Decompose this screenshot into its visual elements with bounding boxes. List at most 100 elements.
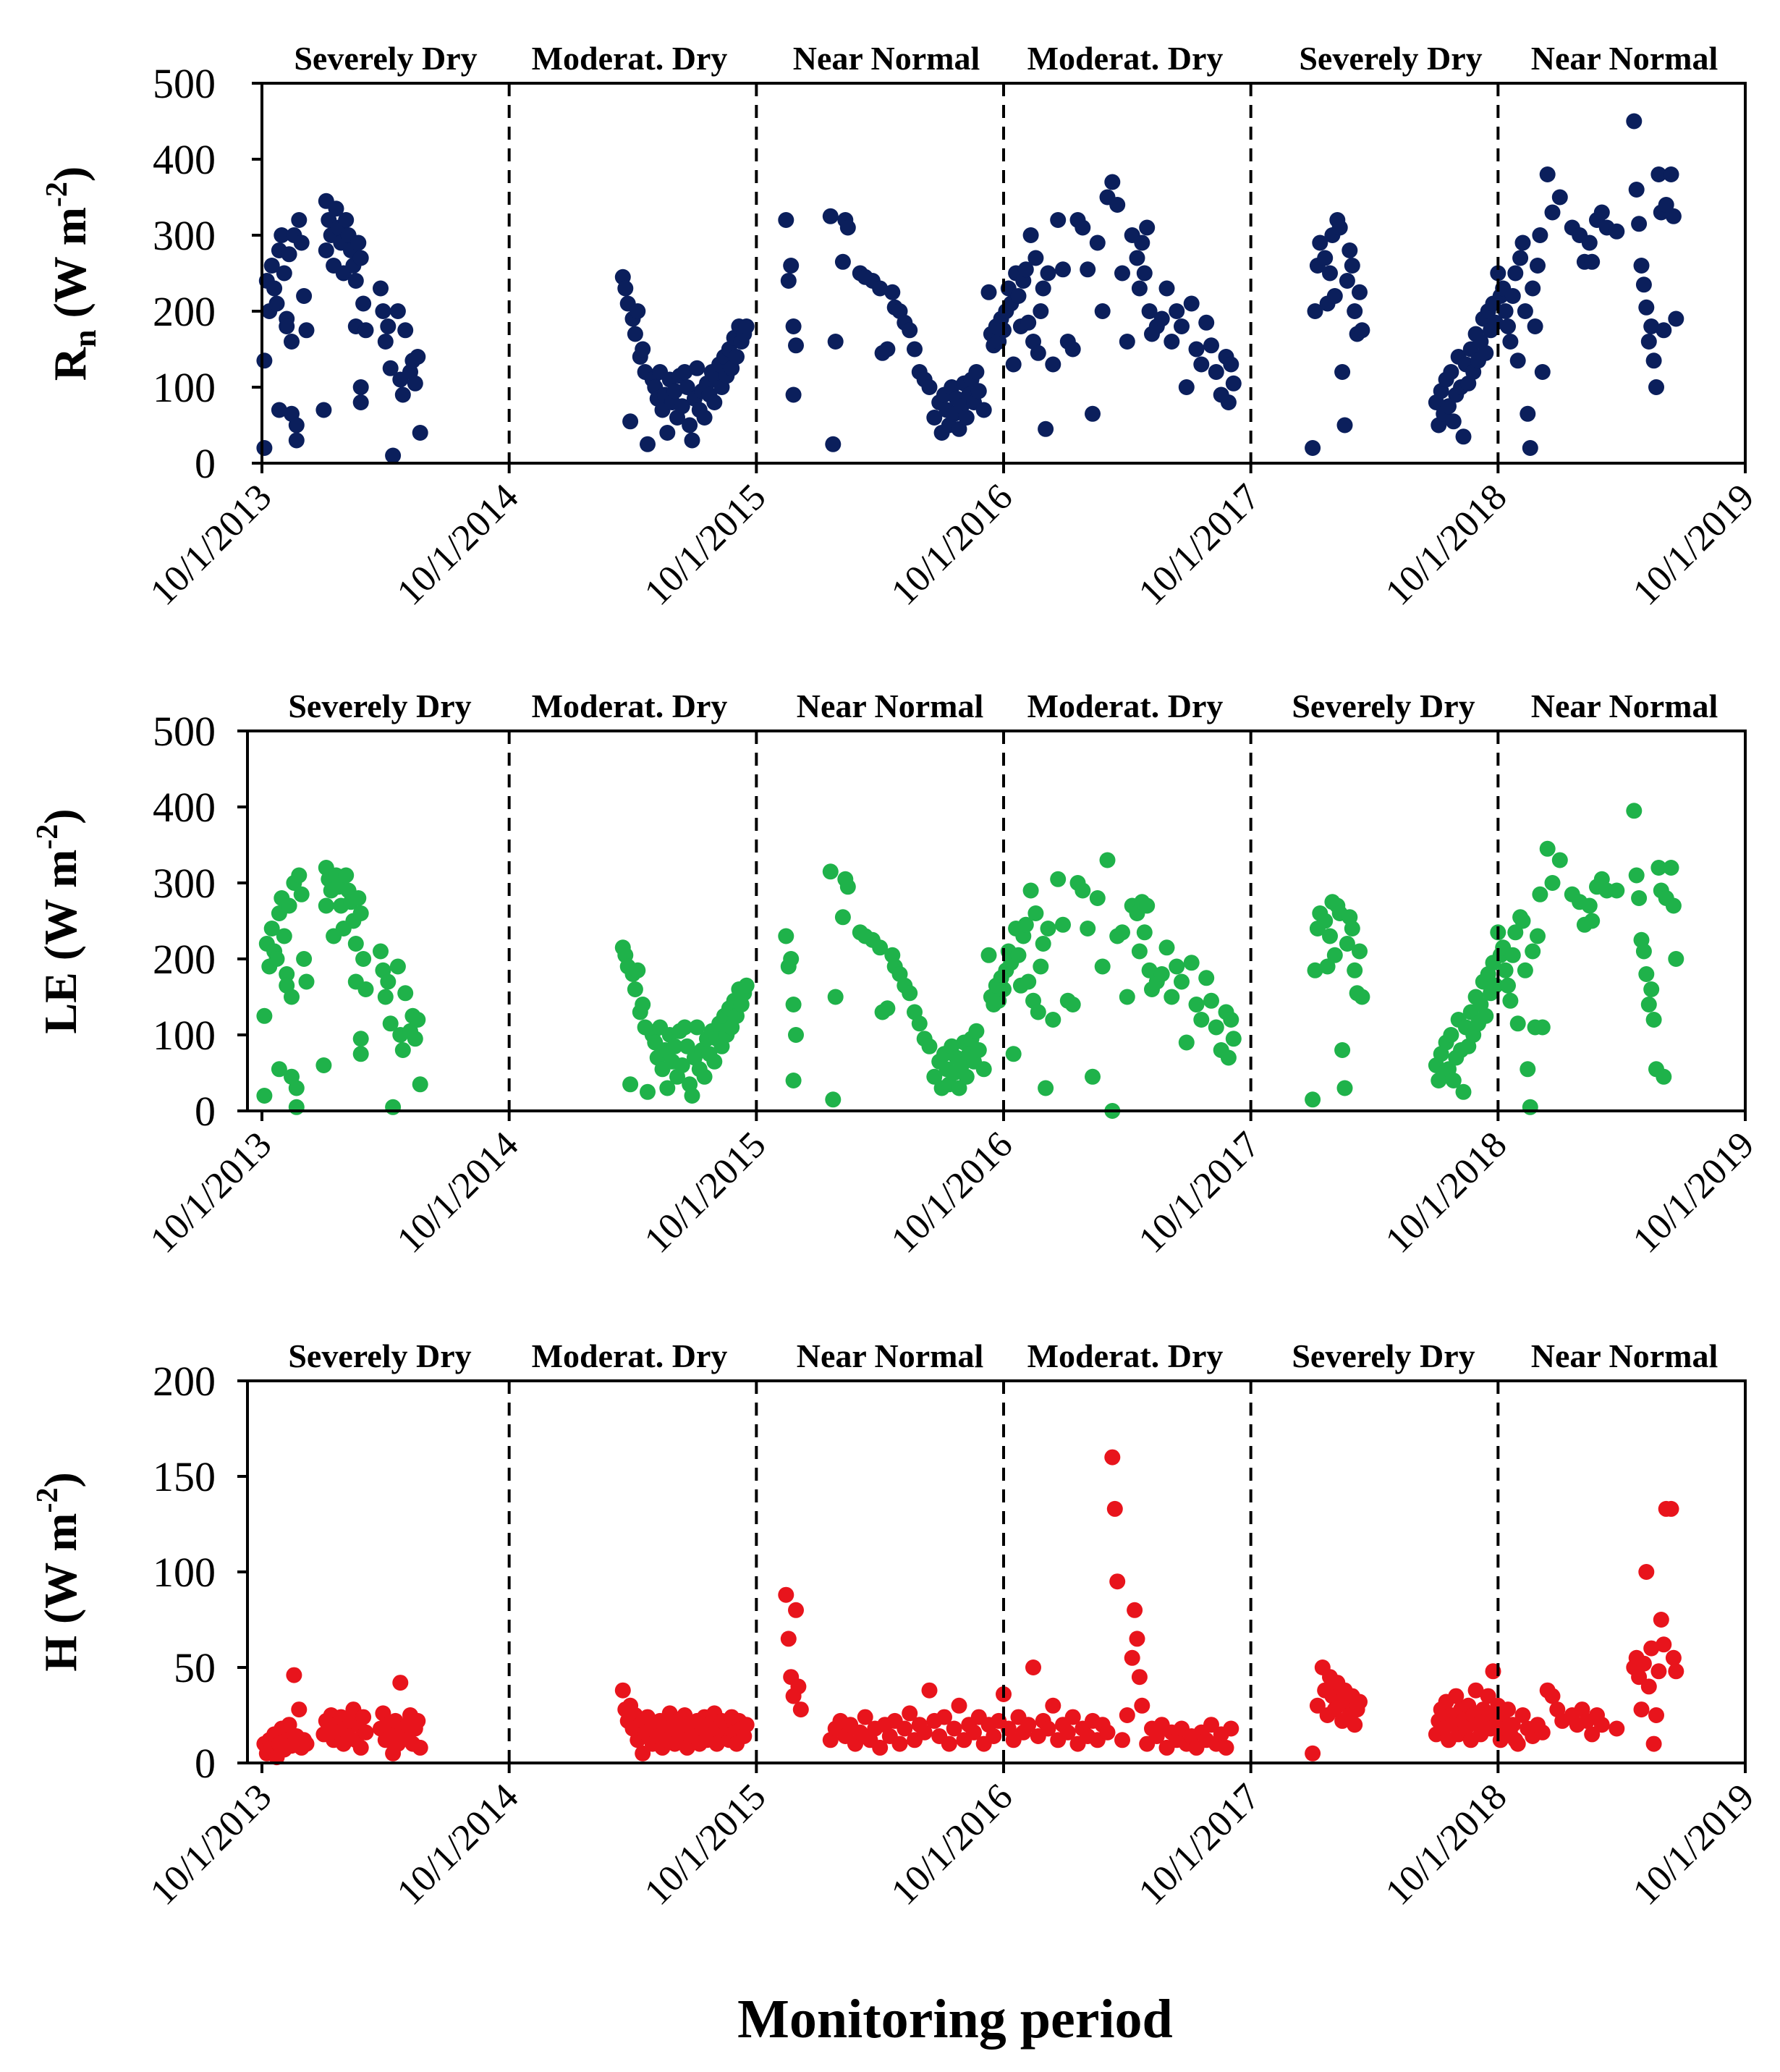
le-data-point <box>298 973 315 990</box>
rn-data-point <box>1490 265 1506 282</box>
rn-data-point <box>696 410 713 426</box>
rn-data-point <box>1075 219 1091 236</box>
rn-y-tick-label: 400 <box>153 136 216 183</box>
h-data-point <box>1638 1564 1655 1580</box>
le-data-point <box>412 1076 428 1093</box>
h-period-label: Severely Dry <box>1292 1337 1475 1374</box>
le-data-point <box>879 1000 896 1017</box>
le-data-point <box>1094 958 1111 975</box>
rn-y-tick-label: 200 <box>153 288 216 335</box>
le-y-label-close: ) <box>35 808 86 824</box>
rn-data-point <box>268 295 285 312</box>
le-y-label-unit: (W m <box>35 850 86 972</box>
h-data-point <box>1109 1573 1126 1590</box>
rn-data-point <box>1645 352 1662 369</box>
rn-data-point <box>617 280 634 297</box>
le-data-point <box>1038 1080 1054 1096</box>
le-data-point <box>1033 958 1049 975</box>
rn-data-point <box>1045 356 1061 373</box>
h-data-point <box>1656 1636 1672 1653</box>
rn-data-point <box>377 334 394 350</box>
rn-data-point <box>1220 394 1237 410</box>
rn-data-point <box>1183 295 1200 312</box>
le-data-point <box>1334 1042 1351 1058</box>
le-data-point <box>1504 947 1521 963</box>
rn-period-label: Moderat. Dry <box>1027 40 1224 77</box>
h-data-point <box>1025 1659 1041 1675</box>
rn-data-point <box>1055 261 1071 278</box>
rn-data-point <box>1455 428 1472 445</box>
rn-data-point <box>382 360 399 376</box>
rn-data-point <box>1643 318 1660 334</box>
rn-data-point <box>1022 227 1039 243</box>
rn-data-point <box>825 436 842 452</box>
le-data-point <box>1085 1068 1101 1085</box>
le-data-point <box>996 981 1012 997</box>
rn-data-point <box>1497 303 1514 319</box>
le-data-point <box>279 966 295 982</box>
rn-data-point <box>291 212 308 228</box>
h-data-point <box>1223 1720 1239 1737</box>
rn-data-point <box>1109 197 1126 213</box>
le-data-point <box>256 1007 273 1024</box>
rn-data-point <box>1017 261 1034 278</box>
le-period-label: Severely Dry <box>288 688 471 724</box>
rn-x-tick-label: 10/1/2016 <box>883 476 1020 613</box>
le-period-label: Near Normal <box>1531 688 1718 724</box>
rn-data-point <box>1640 334 1657 350</box>
rn-data-point <box>1668 310 1684 327</box>
le-data-point <box>659 1080 676 1096</box>
rn-data-point <box>1027 250 1044 266</box>
rn-data-point <box>1527 318 1543 334</box>
h-data-point <box>1104 1449 1121 1466</box>
le-data-point <box>1581 897 1598 914</box>
le-data-point <box>318 897 334 914</box>
rn-data-point <box>1040 265 1056 282</box>
rn-data-point <box>921 379 938 395</box>
le-data-point <box>834 909 851 926</box>
le-data-point <box>263 921 280 936</box>
le-data-point <box>1198 970 1215 986</box>
le-x-tick-label: 10/1/2014 <box>389 1124 526 1261</box>
rn-data-point <box>872 280 889 297</box>
rn-data-point <box>1539 166 1556 182</box>
rn-data-point <box>1633 258 1650 274</box>
rn-data-point <box>1525 280 1541 297</box>
rn-data-point <box>1487 314 1504 331</box>
le-data-point <box>1169 958 1185 975</box>
le-data-point <box>380 973 397 990</box>
le-data-point <box>1174 973 1190 990</box>
le-data-point <box>377 989 394 1005</box>
rn-data-point <box>288 432 305 449</box>
rn-data-point <box>1584 253 1601 270</box>
h-data-point <box>1106 1500 1123 1517</box>
rn-data-point <box>738 318 755 334</box>
rn-data-point <box>1010 288 1027 304</box>
rn-data-point <box>350 234 367 251</box>
h-data-point <box>1309 1697 1326 1714</box>
h-data-point <box>1059 1724 1076 1741</box>
rn-data-point <box>1305 440 1321 456</box>
le-x-tick-labels: 10/1/2013 10/1/2014 10/1/2015 10/1/2016 … <box>143 1124 1762 1261</box>
h-data-point <box>792 1701 809 1718</box>
rn-data-point <box>1520 405 1536 422</box>
h-y-tick-label: 150 <box>153 1453 216 1500</box>
le-x-tick-label: 10/1/2018 <box>1378 1124 1514 1261</box>
rn-data-point <box>1129 250 1145 266</box>
rn-data-point <box>352 250 369 266</box>
le-period-label: Near Normal <box>797 688 983 724</box>
le-x-tick-label: 10/1/2017 <box>1131 1124 1268 1261</box>
le-data-point <box>382 1015 399 1032</box>
rn-data-point <box>970 383 987 399</box>
le-data-point <box>293 886 310 902</box>
rn-data-point <box>902 322 918 339</box>
le-data-point <box>696 1068 713 1085</box>
rn-y-axis-label: Rn (W m-2) <box>41 166 103 381</box>
le-plot-frame <box>246 730 1747 1112</box>
rn-data-point <box>785 386 802 403</box>
rn-data-point <box>1648 379 1664 395</box>
rn-data-point <box>1336 417 1353 434</box>
le-data-point <box>407 1031 423 1047</box>
le-data-point <box>276 928 292 944</box>
le-data-point <box>1141 962 1158 978</box>
